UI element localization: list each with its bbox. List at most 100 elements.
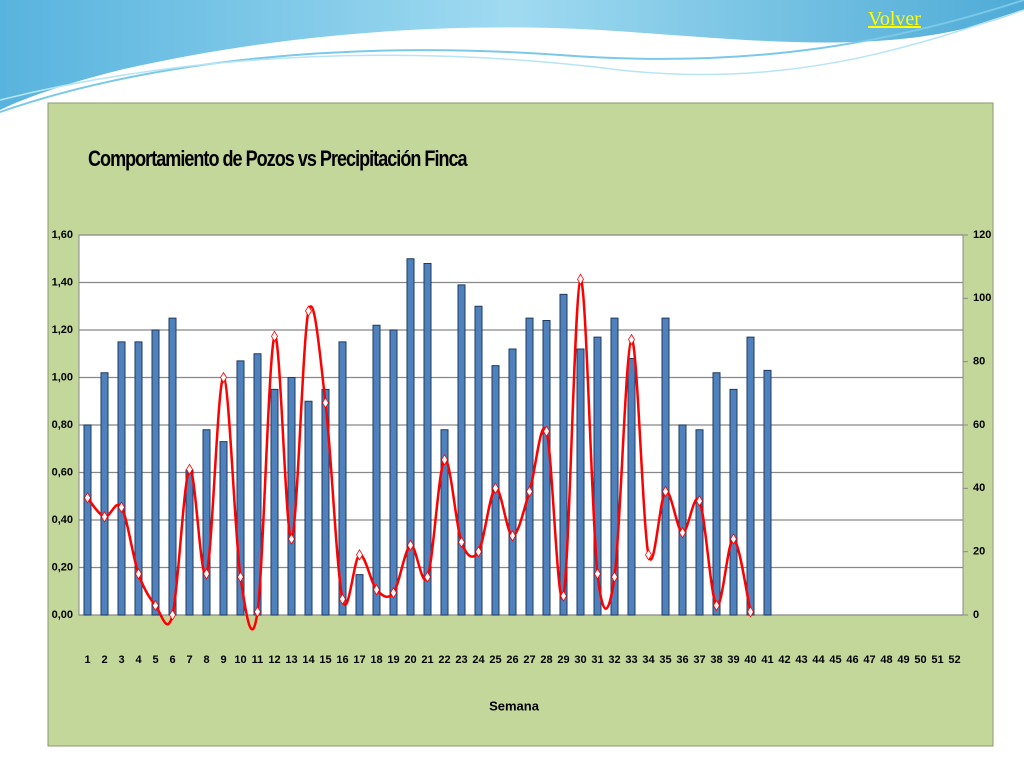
line-marker [475,545,482,558]
line-marker [169,609,176,621]
x-tick-label: 37 [693,654,705,666]
y2-tick-label: 60 [973,419,985,431]
wave-line [0,9,1024,101]
x-tick-label: 25 [489,654,501,666]
y-tick-label: 0,20 [52,561,73,573]
bar [355,574,364,616]
bar [202,429,211,616]
x-tick-label: 7 [186,654,192,666]
line-marker [662,485,669,498]
bar [576,348,585,616]
line-marker [696,495,703,507]
chart-title: Comportamiento de Pozos vs Precipitación… [88,147,468,171]
bar [406,258,415,616]
x-tick-label: 18 [370,654,382,666]
bar [508,348,517,616]
line-marker [441,454,448,466]
bar [559,293,568,616]
bar [287,377,296,616]
x-tick-label: 4 [135,654,142,666]
x-tick-label: 47 [863,654,875,666]
x-tick-label: 20 [404,654,416,666]
bar [627,358,636,616]
line-marker [101,511,108,523]
x-tick-label: 27 [523,654,535,666]
line-marker [543,425,550,438]
x-tick-label: 49 [897,654,909,666]
x-tick-label: 30 [574,654,586,666]
line-marker [237,571,244,583]
line-marker [339,593,346,605]
x-tick-label: 16 [336,654,348,666]
line-marker [305,305,312,317]
y-tick-label: 0,80 [52,419,73,431]
line-marker [220,371,227,384]
bar [746,336,755,616]
bar [695,429,704,616]
x-tick-label: 31 [591,654,603,666]
x-tick-label: 28 [540,654,552,666]
bar [729,388,738,616]
x-tick-label: 50 [914,654,926,666]
line-marker [390,587,397,599]
line-marker [203,568,210,580]
header-wave [0,0,1024,110]
y-tick-label: 1,20 [52,324,73,336]
wave-line [0,0,1024,113]
line-marker [628,333,635,346]
line-marker [424,571,431,583]
x-tick-label: 34 [642,654,655,666]
y2-tick-label: 40 [973,482,985,494]
x-tick-label: 14 [302,654,315,666]
x-tick-label: 9 [220,654,226,666]
x-tick-label: 45 [829,654,841,666]
y2-tick-label: 120 [973,229,991,241]
bar [168,317,177,616]
line-marker [373,583,380,596]
x-tick-label: 35 [659,654,671,666]
x-tick-label: 52 [948,654,960,666]
line-marker [747,606,754,618]
bar [219,441,228,616]
line-marker [322,397,329,409]
x-tick-label: 11 [252,654,264,666]
x-axis-label: Semana [489,698,540,713]
x-tick-label: 3 [118,654,124,666]
back-link[interactable]: Volver [868,8,921,30]
line-marker [407,539,414,552]
bar [661,317,670,616]
bar [525,317,534,616]
line-marker [135,568,142,580]
x-tick-label: 40 [744,654,756,666]
bar [712,372,721,616]
y-tick-label: 1,00 [52,371,73,383]
x-tick-label: 38 [710,654,722,666]
line-marker [271,330,278,343]
x-tick-label: 12 [268,654,280,666]
x-tick-label: 36 [676,654,688,666]
x-tick-label: 22 [438,654,450,666]
x-tick-label: 43 [795,654,807,666]
bar [423,263,432,616]
line-marker [458,536,465,548]
x-tick-label: 32 [608,654,620,666]
y2-tick-label: 100 [973,292,991,304]
line-marker [492,482,499,495]
bar [593,336,602,616]
x-tick-label: 15 [319,654,331,666]
bar [83,424,92,616]
line-marker [84,492,91,504]
bar [304,400,313,616]
bar [542,320,551,616]
x-tick-label: 44 [812,654,825,666]
line-marker [611,571,618,583]
x-tick-label: 21 [421,654,433,666]
x-tick-label: 13 [285,654,297,666]
line-marker [186,463,193,476]
x-tick-label: 1 [84,654,90,666]
x-tick-label: 29 [557,654,569,666]
x-tick-label: 6 [169,654,175,666]
line-marker [509,530,516,542]
y2-tick-label: 80 [973,356,985,368]
bar [338,341,347,616]
